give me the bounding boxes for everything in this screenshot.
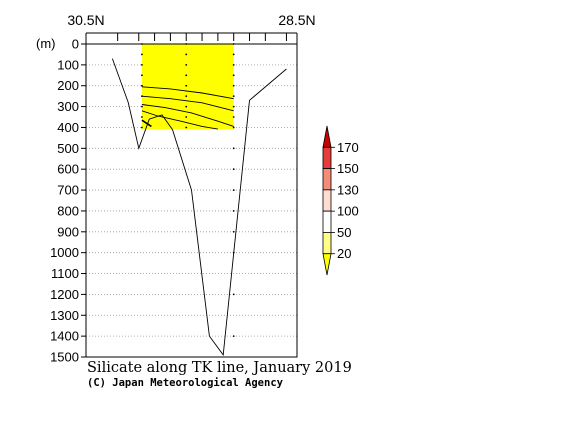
colorbar-label: 170 (337, 140, 359, 155)
y-tick-label: 900 (57, 224, 79, 239)
colorbar-label: 50 (337, 225, 351, 240)
y-tick-label: 800 (57, 203, 79, 218)
contour-line (141, 104, 234, 127)
lat-left-label: 30.5N (67, 12, 104, 28)
sample-point (232, 335, 235, 338)
y-tick-label: 200 (57, 78, 79, 93)
colorbar-segment (322, 168, 332, 191)
chart-title: Silicate along TK line, January 2019 (87, 360, 352, 376)
y-axis-ticks: 0 100 200 300 400 500 600 700 800 900 1000 1100 1200… (50, 37, 86, 365)
colorbar-segment (322, 232, 332, 255)
sample-point (232, 53, 235, 56)
sample-point (232, 126, 235, 129)
sample-point (185, 84, 188, 87)
colorbar-segment (322, 210, 332, 233)
sample-point (185, 116, 188, 118)
y-tick-label: 1300 (50, 308, 79, 323)
sample-point (141, 53, 143, 56)
colorbar-label: 20 (337, 246, 351, 261)
sample-point (232, 147, 235, 150)
colorbar-top-triangle (322, 125, 332, 148)
colorbar-label: 130 (337, 182, 359, 197)
colorbar-label: 150 (337, 161, 359, 176)
sample-point (185, 53, 188, 56)
sample-point (232, 293, 235, 296)
y-tick-label: 500 (57, 141, 79, 156)
sample-point (185, 63, 188, 66)
bottom-profile-line (111, 58, 287, 357)
sample-point (141, 126, 143, 129)
contour-line (141, 110, 218, 130)
sample-point (141, 74, 143, 77)
sample-point (232, 74, 235, 77)
colorbar: 20 50 100 130 150 170 (322, 125, 359, 276)
y-tick-label: 0 (72, 37, 79, 52)
contour-line (141, 95, 234, 112)
y-tick-label: 1500 (50, 350, 79, 365)
y-tick-label: 300 (57, 99, 79, 114)
y-tick-label: 1200 (50, 287, 79, 302)
sample-point (232, 168, 235, 171)
y-tick-label: 700 (57, 183, 79, 198)
y-tick-label: 100 (57, 57, 79, 72)
y-tick-label: 400 (57, 120, 79, 135)
sample-point (232, 230, 235, 233)
colorbar-label: 100 (337, 204, 359, 219)
chart-credit: (C) Japan Meteorological Agency (87, 377, 284, 389)
sample-point (141, 95, 143, 98)
sample-point (185, 105, 188, 108)
lat-right-label: 28.5N (278, 12, 315, 28)
plot-area (85, 32, 298, 358)
sample-point (141, 105, 143, 108)
sample-point (232, 189, 235, 191)
sample-point (185, 95, 188, 98)
colorbar-segment (322, 189, 332, 212)
colorbar-bottom-triangle (322, 253, 332, 276)
sample-point (232, 63, 235, 66)
sample-point (232, 210, 235, 212)
depth-unit-label: (m) (36, 36, 56, 51)
y-tick-label: 600 (57, 162, 79, 177)
sample-point (141, 84, 143, 87)
y-tick-label: 1100 (51, 266, 79, 281)
sample-point (185, 74, 188, 77)
y-tick-label: 1000 (50, 245, 79, 260)
sample-point (232, 105, 235, 108)
sample-point (232, 116, 235, 118)
y-tick-label: 1400 (50, 329, 79, 344)
contour-line (141, 86, 234, 100)
shaded-region (141, 44, 234, 130)
sample-point (141, 63, 143, 66)
colorbar-segment (322, 146, 332, 169)
sample-point (141, 116, 143, 118)
sample-point (232, 84, 235, 87)
sample-point (232, 95, 235, 98)
sample-point (185, 126, 188, 129)
contour-line (141, 119, 152, 128)
plot-frame (85, 43, 298, 358)
